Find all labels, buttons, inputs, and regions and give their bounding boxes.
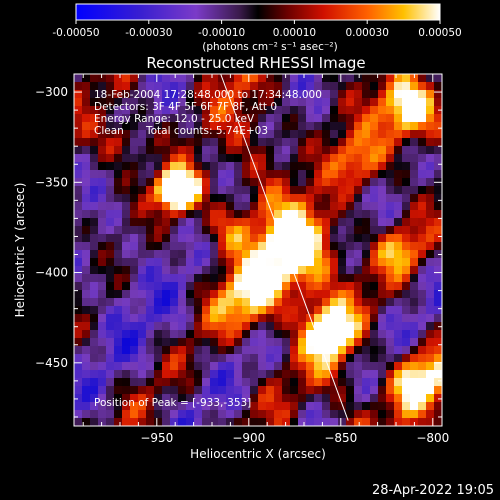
info-energy: Energy Range: 12.0 - 25.0 keV — [94, 113, 255, 125]
y-tick-label: −450 — [35, 356, 68, 370]
info-block: 18-Feb-2004 17:28:48.000 to 17:34:48.000… — [94, 89, 322, 409]
rhessi-image — [74, 74, 442, 426]
colorbar-tick-label: 0.00010 — [273, 27, 316, 39]
colorbar-tick-label: 0.00030 — [345, 27, 388, 39]
x-tick-label: −800 — [416, 431, 449, 445]
footer-timestamp: 28-Apr-2022 19:05 — [372, 483, 494, 498]
colorbar-units: (photons cm⁻² s⁻¹ asec⁻²) — [202, 41, 337, 53]
info-peak: Position of Peak = [-933,-353] — [94, 397, 251, 409]
plot-title: Reconstructed RHESSI Image — [146, 54, 365, 72]
y-tick-label: −400 — [35, 266, 68, 280]
x-tick-label: −850 — [324, 431, 357, 445]
info-time: 18-Feb-2004 17:28:48.000 to 17:34:48.000 — [94, 89, 322, 101]
plot-frame — [73, 73, 443, 427]
axis-ticks: −950 −900 −850 −800 −300 −350 −400 −450 — [35, 73, 449, 445]
y-tick-label: −300 — [35, 85, 68, 99]
x-axis-label: Heliocentric X (arcsec) — [190, 447, 326, 461]
y-tick-label: −350 — [35, 175, 68, 189]
solar-limb-line — [220, 74, 349, 421]
x-tick-label: −900 — [232, 431, 265, 445]
colorbar-tick-label: 0.00050 — [418, 27, 461, 39]
colorbar-tick-label: -0.00030 — [125, 27, 172, 39]
y-axis-label: Heliocentric Y (arcsec) — [13, 183, 27, 318]
colorbar-tick-label: -0.00010 — [198, 27, 245, 39]
colorbar — [75, 3, 441, 21]
info-method: Clean — [94, 125, 124, 137]
x-tick-label: −950 — [140, 431, 173, 445]
colorbar-tick-label: -0.00050 — [52, 27, 99, 39]
colorbar-ticks: -0.00050 -0.00030 -0.00010 0.00010 0.00030 0.… — [52, 20, 462, 39]
info-counts: Total counts: 5.74E+03 — [145, 125, 268, 137]
info-detectors: Detectors: 3F 4F 5F 6F 7F 8F, Att 0 — [94, 101, 277, 113]
